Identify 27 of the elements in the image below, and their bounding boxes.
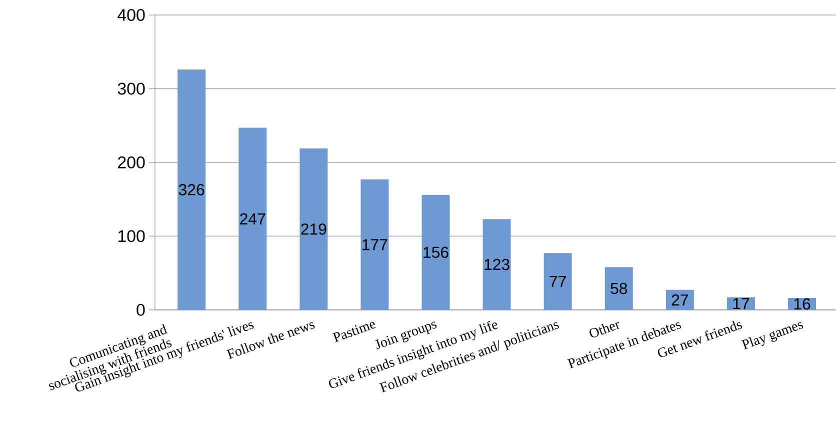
bar bbox=[422, 194, 450, 310]
bar bbox=[482, 219, 511, 310]
x-tick-label: Pastime bbox=[332, 322, 376, 342]
bar bbox=[300, 148, 328, 310]
data-label: 156 bbox=[424, 246, 448, 258]
data-label: 177 bbox=[362, 239, 388, 250]
y-tick-label: 100 bbox=[118, 230, 145, 242]
y-tick-label: 0 bbox=[136, 304, 145, 316]
data-label: 16 bbox=[794, 298, 810, 310]
data-label: 219 bbox=[301, 224, 326, 235]
bar bbox=[604, 267, 633, 310]
data-label: 58 bbox=[610, 282, 628, 294]
bar bbox=[544, 253, 572, 310]
y-tick-label: 300 bbox=[118, 82, 145, 95]
data-label: 17 bbox=[733, 298, 750, 310]
x-tick-label: Other bbox=[590, 322, 620, 338]
data-label: 27 bbox=[672, 294, 688, 306]
data-label: 326 bbox=[178, 184, 204, 196]
data-label: 77 bbox=[550, 276, 566, 288]
y-tick-label: 200 bbox=[118, 156, 145, 169]
data-label: 123 bbox=[484, 258, 510, 270]
bar bbox=[238, 128, 267, 310]
x-tick-label: Play games bbox=[741, 322, 804, 350]
y-tick-label: 400 bbox=[118, 9, 145, 22]
data-label: 247 bbox=[240, 213, 266, 224]
bar bbox=[360, 179, 389, 310]
bar bbox=[178, 70, 206, 310]
